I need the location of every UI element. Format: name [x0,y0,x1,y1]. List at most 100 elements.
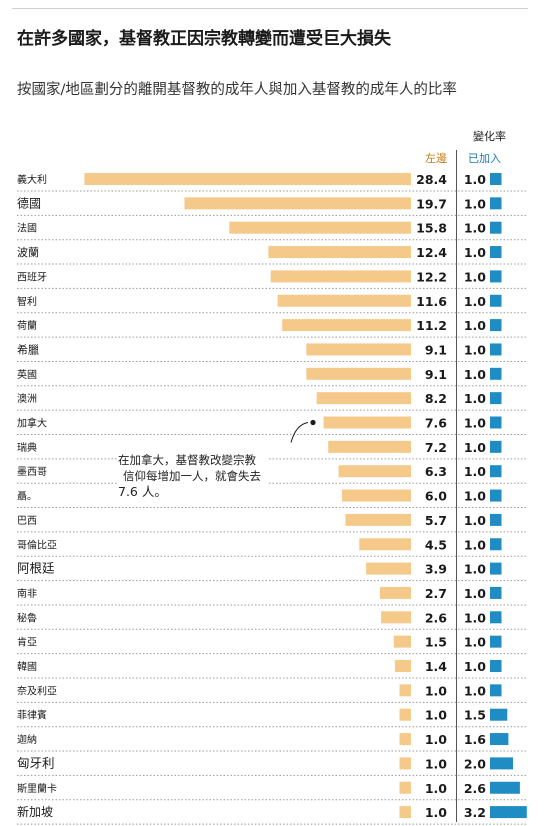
country-label: 德國 [17,195,41,210]
left-bar [270,270,411,283]
joined-value-label: 1.0 [464,562,486,577]
joined-bar [490,367,502,380]
annotation-line-2: 信仰每增加一人，就會失去 [123,469,261,483]
joined-value-label: 1.0 [464,586,486,601]
left-value-label: 1.0 [425,732,447,747]
joined-value-label: 1.0 [464,221,486,236]
joined-bar [490,197,502,210]
joined-value-label: 1.0 [464,440,486,455]
joined-value-label: 1.0 [464,318,486,333]
left-value-label: 6.0 [425,489,447,504]
left-value-label: 1.0 [425,683,447,698]
joined-column-header: 已加入 [468,152,501,165]
joined-bar [490,660,502,672]
country-label: 希臘 [17,342,39,356]
country-label: 新加坡 [17,804,53,819]
joined-value-label: 1.0 [464,172,486,187]
country-label: 巴西 [17,515,37,527]
country-label: 菲律賓 [17,709,47,722]
left-column-header: 左邊 [425,152,447,165]
joined-bar [490,562,502,575]
joined-value-label: 1.0 [464,464,486,479]
left-value-label: 4.5 [425,537,447,552]
left-value-label: 11.6 [416,294,447,309]
joined-bar [490,611,502,624]
left-bar [381,611,411,624]
country-label: 斯里蘭卡 [17,782,57,795]
joined-bar [490,416,502,429]
left-bar [399,684,411,697]
left-bar [399,733,411,746]
joined-value-label: 3.2 [464,805,486,820]
left-bar [306,343,411,356]
joined-bar [490,343,502,356]
left-bar [328,440,411,453]
joined-bar [490,806,527,819]
left-bar [345,513,411,526]
left-value-label: 28.4 [416,172,447,187]
country-label: 肯亞 [17,636,37,649]
left-value-label: 7.6 [425,416,447,431]
country-label: 智利 [17,295,37,308]
joined-bar [490,757,513,770]
joined-bar [490,221,502,234]
joined-value-label: 1.0 [464,196,486,211]
left-value-label: 11.2 [416,318,447,333]
left-bar [399,757,411,770]
country-label: 奈及利亞 [17,684,57,697]
country-label: 澳洲 [17,392,37,405]
left-value-label: 6.3 [425,464,447,479]
left-bar [379,586,411,599]
left-value-label: 8.2 [425,391,447,406]
joined-value-label: 1.0 [464,610,486,625]
joined-bar [490,173,502,185]
joined-value-label: 1.0 [464,489,486,504]
joined-value-label: 1.0 [464,513,486,528]
left-value-label: 1.0 [425,805,447,820]
left-value-label: 19.7 [416,196,447,211]
left-value-label: 1.5 [425,635,447,650]
country-label: 迦納 [17,733,37,746]
joined-bar [490,392,502,405]
left-value-label: 2.7 [425,586,447,601]
column-divider [456,150,457,822]
joined-bar [490,489,502,502]
left-value-label: 1.0 [425,756,447,771]
country-label: 南非 [17,587,37,600]
joined-bar [490,465,502,478]
joined-bar [490,538,502,551]
left-bar [306,367,411,380]
left-bar [399,708,411,721]
left-value-label: 1.0 [425,708,447,723]
rate-column-header: 變化率 [473,130,506,143]
joined-bar [490,319,502,332]
annotation-line-3: 7.6 人。 [118,484,167,499]
joined-value-label: 1.0 [464,269,486,284]
canada-annotation: 在加拿大，基督教改變宗教 信仰每增加一人，就會失去 7.6 人。 [118,452,268,500]
joined-value-label: 1.6 [464,732,486,747]
joined-value-label: 2.6 [464,781,486,796]
annotation-dot [310,419,316,426]
left-value-label: 12.2 [416,269,447,284]
left-bar [316,392,411,405]
left-value-label: 9.1 [425,367,447,382]
left-bar [338,465,411,478]
joined-bar [490,440,502,453]
country-label: 聶。 [17,491,37,503]
country-label: 義大利 [17,173,47,186]
top-rule [12,8,528,9]
left-value-label: 9.1 [425,342,447,357]
joined-bar [490,781,520,794]
chart-title: 在許多國家，基督教正因宗教轉變而遭受巨大損失 [17,29,391,49]
country-label: 秘魯 [17,611,37,624]
country-label: 法國 [17,222,37,235]
left-bar [394,660,411,672]
left-value-label: 5.7 [425,513,447,528]
country-label: 哥倫比亞 [17,538,57,551]
left-value-label: 2.6 [425,610,447,625]
joined-value-label: 1.0 [464,245,486,260]
joined-value-label: 1.5 [464,708,486,723]
country-label: 墨西哥 [17,466,47,478]
country-label: 波蘭 [17,246,39,259]
